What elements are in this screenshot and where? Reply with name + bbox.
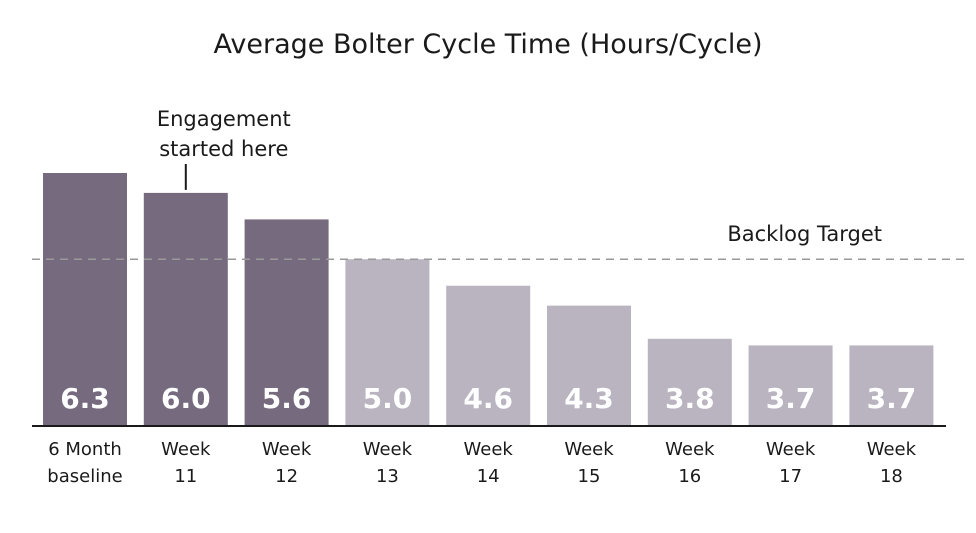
annotation-line-2: started here bbox=[159, 137, 288, 161]
x-tick-label-9-line-2: 18 bbox=[880, 466, 903, 487]
x-tick-label-8-line-2: 17 bbox=[779, 466, 802, 487]
bar-1 bbox=[43, 173, 127, 425]
x-tick-label-5-line-1: Week bbox=[464, 439, 514, 460]
x-tick-label-5-line-2: 14 bbox=[477, 466, 500, 487]
x-tick-label-1-line-1: 6 Month bbox=[48, 439, 122, 460]
x-tick-label-7-line-1: Week bbox=[665, 439, 715, 460]
bar-value-label-8: 3.7 bbox=[766, 382, 816, 415]
x-tick-label-1-line-2: baseline bbox=[47, 466, 122, 487]
chart-title: Average Bolter Cycle Time (Hours/Cycle) bbox=[214, 29, 763, 60]
x-tick-label-2-line-2: 11 bbox=[174, 466, 197, 487]
bar-value-label-4: 5.0 bbox=[363, 382, 413, 415]
bar-3 bbox=[244, 219, 329, 425]
bar-value-label-1: 6.3 bbox=[60, 382, 110, 415]
bar-value-label-5: 4.6 bbox=[463, 382, 513, 415]
annotation-line-1: Engagement bbox=[157, 107, 291, 131]
bar-2 bbox=[143, 192, 228, 425]
bar-value-label-3: 5.6 bbox=[262, 382, 312, 415]
x-tick-label-3-line-1: Week bbox=[262, 439, 312, 460]
x-tick-label-4-line-1: Week bbox=[363, 439, 413, 460]
bar-value-label-6: 4.3 bbox=[564, 382, 614, 415]
bar-8 bbox=[748, 345, 833, 425]
bar-4 bbox=[345, 259, 430, 425]
bar-5 bbox=[446, 285, 531, 425]
x-tick-label-7-line-2: 16 bbox=[678, 466, 701, 487]
x-tick-label-6-line-2: 15 bbox=[578, 466, 601, 487]
bar-6 bbox=[547, 305, 631, 425]
x-tick-label-9-line-1: Week bbox=[867, 439, 917, 460]
backlog-target-label: Backlog Target bbox=[727, 222, 882, 246]
bars-group: 6.3 6.0 5.6 5.0 4.6 4.3 3.8 3.7 3.7 bbox=[43, 173, 934, 425]
x-tick-label-8-line-1: Week bbox=[766, 439, 816, 460]
x-tick-label-4-line-2: 13 bbox=[376, 466, 399, 487]
bar-7 bbox=[647, 338, 732, 425]
bar-value-label-2: 6.0 bbox=[161, 382, 211, 415]
bar-value-label-9: 3.7 bbox=[867, 382, 917, 415]
x-axis-labels: 6 Month baseline Week 11 Week 12 Week 13 Week 14 W… bbox=[47, 439, 916, 487]
bar-9 bbox=[849, 345, 934, 425]
x-tick-label-2-line-1: Week bbox=[161, 439, 211, 460]
x-tick-label-3-line-2: 12 bbox=[275, 466, 298, 487]
x-tick-label-6-line-1: Week bbox=[564, 439, 614, 460]
bar-value-label-7: 3.8 bbox=[665, 382, 715, 415]
engagement-annotation: Engagement started here bbox=[157, 107, 291, 190]
